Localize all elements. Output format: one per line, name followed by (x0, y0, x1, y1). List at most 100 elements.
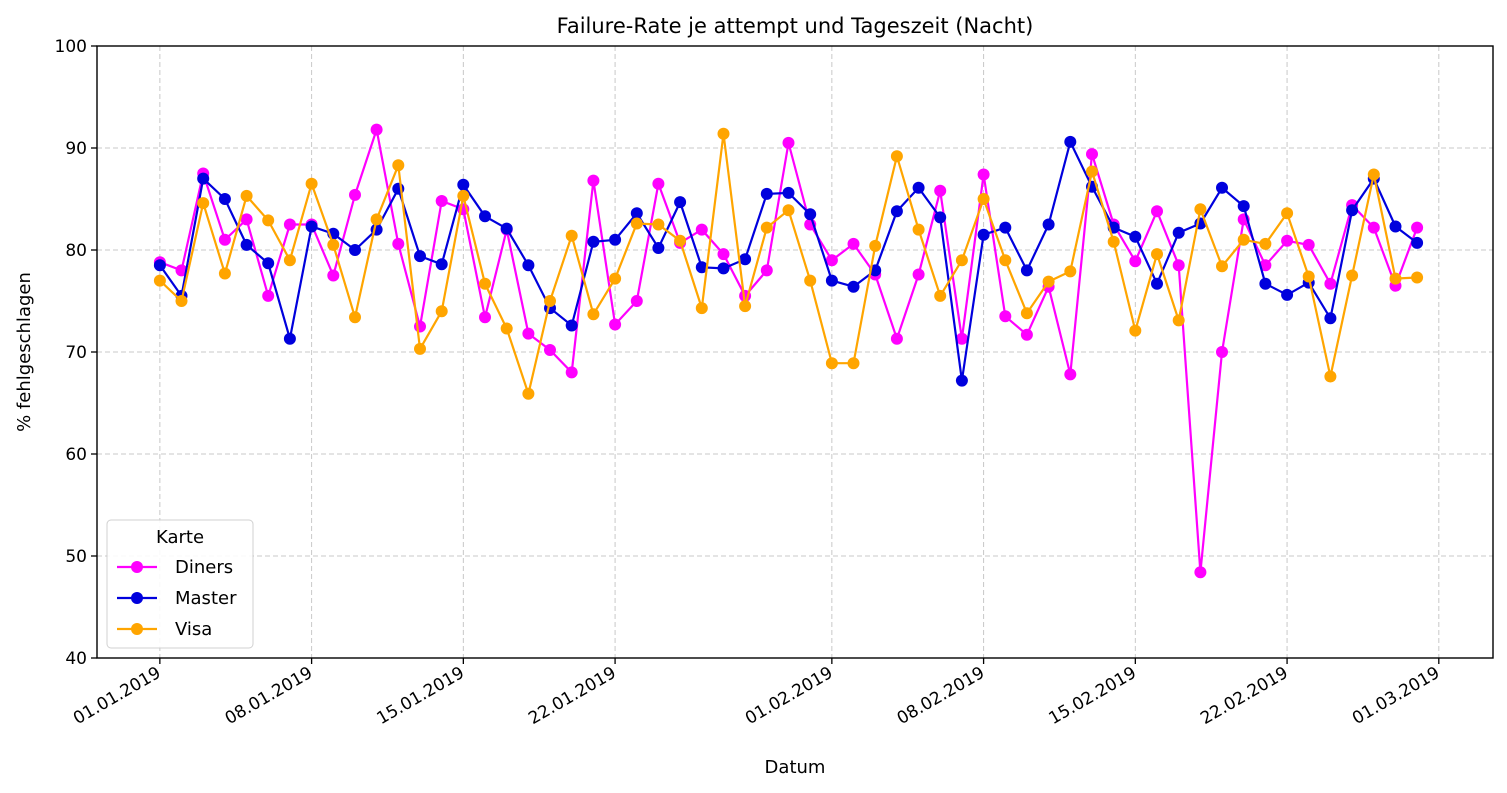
data-point (1151, 277, 1163, 290)
data-point (457, 189, 470, 202)
data-point (587, 308, 600, 321)
data-point (1064, 265, 1077, 278)
data-point (1172, 259, 1185, 272)
data-point (175, 295, 188, 307)
data-point (1172, 226, 1185, 239)
data-point (349, 188, 361, 201)
series-layer (153, 123, 1424, 579)
data-point (1064, 368, 1077, 381)
legend-marker (131, 592, 143, 604)
legend-label: Visa (175, 619, 212, 640)
data-point (1020, 307, 1033, 320)
y-tick-label: 60 (65, 445, 87, 465)
legend-item-diners: Diners (117, 557, 233, 578)
data-point (349, 311, 361, 324)
data-point (565, 229, 578, 242)
data-point (1086, 165, 1098, 178)
data-point (1194, 203, 1207, 216)
data-point (1086, 148, 1098, 161)
data-point (305, 220, 318, 233)
data-point (1346, 269, 1359, 282)
data-point (977, 168, 990, 181)
data-point (218, 233, 231, 246)
data-point (630, 207, 643, 220)
data-point (1302, 238, 1315, 251)
data-point (1259, 277, 1272, 290)
data-point (977, 228, 990, 241)
y-tick-label: 80 (65, 241, 87, 261)
data-point (1129, 324, 1142, 337)
data-point (955, 254, 968, 267)
data-point (782, 136, 795, 149)
data-point (1367, 168, 1380, 181)
legend-marker (131, 623, 143, 635)
data-point (760, 187, 773, 200)
data-point (1281, 288, 1294, 301)
data-point (392, 237, 405, 250)
data-point (955, 332, 968, 345)
data-point (609, 272, 622, 285)
data-point (890, 332, 903, 345)
data-point (695, 223, 708, 236)
data-point (587, 235, 600, 248)
legend: Karte Diners Master Visa (106, 519, 254, 649)
data-point (305, 177, 318, 190)
data-point (825, 274, 838, 287)
data-point (1107, 235, 1120, 248)
data-point (825, 357, 838, 370)
data-point (912, 181, 925, 194)
data-point (457, 178, 470, 191)
data-point (804, 208, 817, 221)
data-point (175, 264, 188, 277)
y-tick-label: 90 (65, 139, 87, 159)
data-point (1389, 272, 1402, 285)
data-point (934, 289, 947, 302)
data-point (1129, 255, 1142, 268)
data-point (283, 254, 296, 267)
data-point (262, 289, 275, 302)
data-point (977, 193, 990, 205)
data-point (1281, 234, 1294, 247)
data-point (934, 184, 947, 197)
data-point (934, 211, 947, 224)
data-point (674, 196, 687, 209)
data-point (999, 221, 1012, 234)
data-point (717, 127, 730, 140)
data-point (739, 300, 752, 313)
data-point (630, 217, 643, 230)
data-point (153, 259, 166, 272)
data-point (912, 223, 925, 236)
data-point (218, 193, 231, 205)
data-point (1411, 271, 1424, 284)
data-point (1259, 259, 1272, 272)
data-point (392, 159, 405, 172)
data-point (1129, 230, 1142, 243)
data-point (652, 177, 665, 190)
data-point (1064, 135, 1077, 148)
data-point (522, 387, 535, 400)
data-point (262, 214, 275, 227)
data-point (1324, 370, 1337, 383)
data-point (630, 295, 643, 307)
data-point (1042, 218, 1055, 231)
data-point (717, 262, 730, 275)
data-point (1324, 277, 1337, 290)
data-point (847, 280, 860, 293)
legend-marker (131, 561, 143, 573)
data-point (240, 238, 253, 251)
data-point (1020, 264, 1033, 277)
data-point (522, 259, 535, 272)
data-point (435, 305, 448, 318)
data-point (1237, 233, 1250, 246)
data-point (500, 322, 513, 335)
data-point (1151, 248, 1163, 261)
data-point (565, 319, 578, 332)
data-point (1411, 236, 1424, 249)
data-point (739, 253, 752, 266)
data-point (609, 233, 622, 246)
data-point (240, 213, 253, 226)
data-point (869, 239, 882, 252)
x-axis-label: Datum (765, 757, 826, 778)
series-visa (153, 127, 1424, 400)
